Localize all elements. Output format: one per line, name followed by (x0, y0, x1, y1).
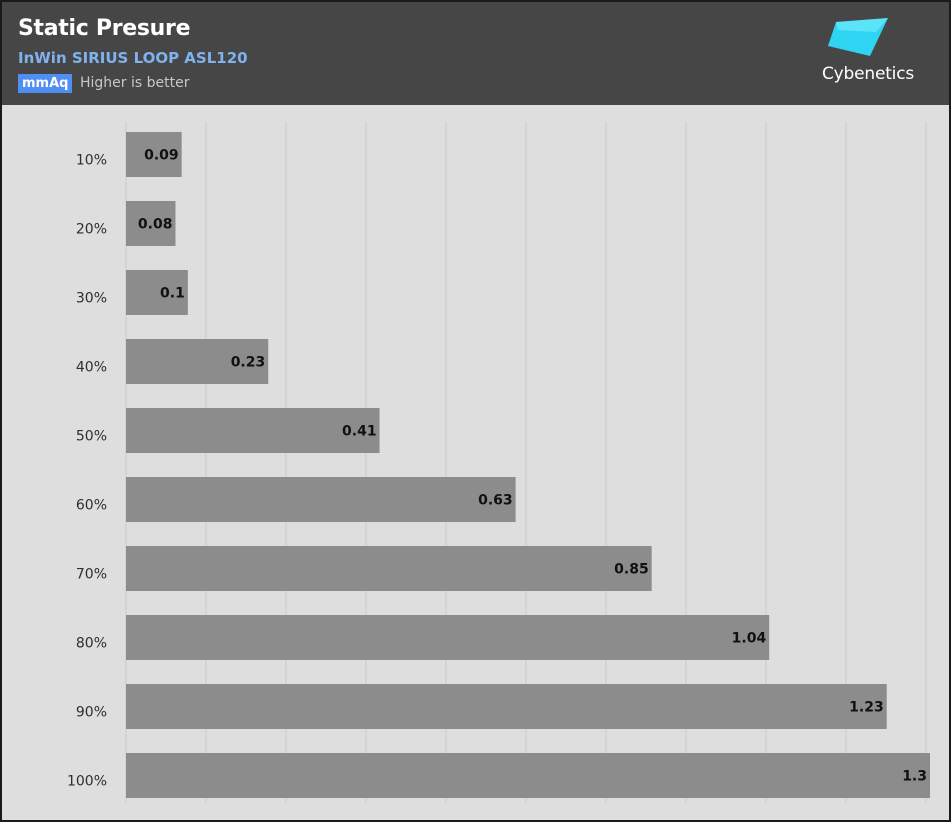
category-label: 60% (76, 498, 107, 514)
category-label: 80% (76, 636, 107, 652)
value-label: 0.09 (144, 148, 179, 164)
value-labels: 0.09 0.08 0.1 0.23 0.41 0.63 0.85 1.04 1.23 1.3 (138, 148, 927, 785)
bar-20% (126, 201, 176, 246)
bar-70% (126, 546, 652, 591)
chart-title: Static Presure (18, 16, 191, 41)
category-label: 70% (76, 567, 107, 583)
value-label: 0.63 (478, 493, 513, 509)
bar-30% (126, 270, 188, 315)
bar-10% (126, 132, 182, 177)
bar-80% (126, 615, 770, 660)
bar-40% (126, 339, 269, 384)
chart-subtitle: InWin SIRIUS LOOP ASL120 (18, 49, 248, 67)
bars (126, 132, 930, 798)
category-label: 90% (76, 705, 107, 721)
value-label: 0.1 (160, 286, 185, 302)
higher-is-better-note: Higher is better (80, 75, 190, 91)
category-labels: 10% 20% 30% 40% 50% 60% 70% 80% 90% 100% (67, 153, 107, 790)
category-label: 40% (76, 360, 107, 376)
bar-90% (126, 684, 887, 729)
logo-diamond-icon (828, 18, 888, 56)
category-label: 20% (76, 222, 107, 238)
value-label: 0.23 (231, 355, 266, 371)
bar-100% (126, 753, 930, 798)
value-label: 1.3 (902, 769, 927, 785)
unit-badge: mmAq (18, 74, 73, 93)
category-label: 10% (76, 153, 107, 169)
bar-chart: 10% 20% 30% 40% 50% 60% 70% 80% 90% 100% 0.09 0.08… (67, 122, 930, 803)
category-label: 100% (67, 774, 107, 790)
category-label: 30% (76, 291, 107, 307)
value-label: 1.04 (732, 631, 767, 647)
logo-text: Cybenetics (822, 64, 915, 84)
bar-60% (126, 477, 516, 522)
value-label: 0.85 (614, 562, 649, 578)
bar-50% (126, 408, 380, 453)
chart-header: Static Presure InWin SIRIUS LOOP ASL120 … (2, 2, 949, 105)
value-label: 0.08 (138, 217, 173, 233)
cybenetics-logo: Cybenetics (820, 16, 930, 96)
value-label: 0.41 (342, 424, 377, 440)
category-label: 50% (76, 429, 107, 445)
value-label: 1.23 (849, 700, 884, 716)
